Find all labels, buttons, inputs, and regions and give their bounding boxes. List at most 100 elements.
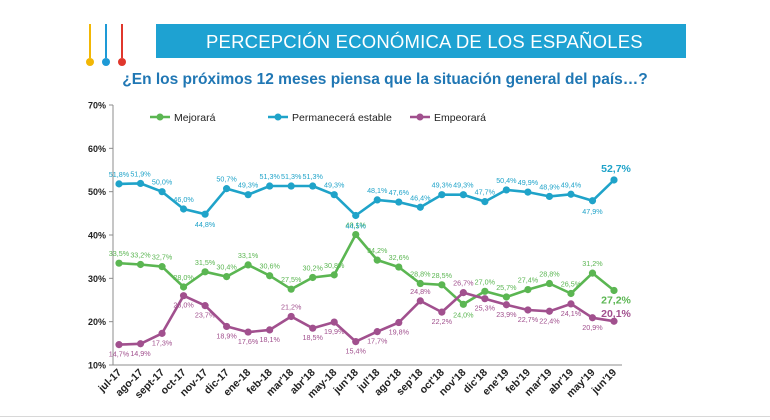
data-point bbox=[158, 263, 166, 271]
data-label: 30,8% bbox=[324, 261, 345, 270]
data-label: 47,9% bbox=[582, 207, 603, 216]
data-label: 24,8% bbox=[410, 287, 431, 296]
data-point bbox=[481, 295, 489, 303]
data-label: 28,5% bbox=[432, 271, 453, 280]
data-label: 33,1% bbox=[238, 251, 259, 260]
data-label: 19,9% bbox=[324, 327, 345, 336]
data-label: 30,6% bbox=[259, 262, 280, 271]
data-label: 30,2% bbox=[303, 263, 324, 272]
data-label: 48,1% bbox=[367, 186, 388, 195]
data-point bbox=[524, 286, 532, 294]
data-label: 49,3% bbox=[324, 181, 345, 190]
data-label: 49,3% bbox=[238, 181, 259, 190]
data-label: 17,7% bbox=[367, 337, 388, 346]
thermometer-yellow-icon bbox=[86, 24, 94, 66]
data-point bbox=[266, 326, 274, 334]
data-label: 23,7% bbox=[195, 311, 216, 320]
data-label: 15,4% bbox=[346, 347, 367, 356]
data-label: 50,4% bbox=[496, 176, 517, 185]
data-point bbox=[545, 192, 554, 201]
data-label: 17,6% bbox=[238, 337, 259, 346]
data-label: 20,9% bbox=[582, 323, 603, 332]
data-label: 49,3% bbox=[453, 181, 474, 190]
y-tick-label: 60% bbox=[88, 144, 106, 154]
data-point bbox=[115, 180, 123, 188]
data-label: 18,5% bbox=[303, 333, 324, 342]
data-label: 26,7% bbox=[453, 279, 474, 288]
y-tick-label: 20% bbox=[88, 317, 106, 327]
data-label: 27,2% bbox=[601, 294, 631, 306]
data-point bbox=[395, 198, 403, 206]
data-label: 51,3% bbox=[303, 172, 324, 181]
data-point bbox=[330, 191, 338, 199]
data-point bbox=[309, 273, 317, 282]
data-label: 25,3% bbox=[475, 304, 496, 313]
y-tick-label: 40% bbox=[88, 231, 106, 241]
data-label: 47,6% bbox=[389, 188, 410, 197]
data-point bbox=[136, 260, 145, 269]
data-label: 52,7% bbox=[601, 163, 631, 175]
data-label: 22,2% bbox=[432, 317, 453, 326]
data-point bbox=[136, 179, 145, 188]
data-label: 32,6% bbox=[389, 253, 410, 262]
data-label: 25,7% bbox=[496, 283, 517, 292]
data-point bbox=[416, 297, 424, 305]
data-point bbox=[395, 263, 403, 271]
data-point bbox=[201, 302, 209, 310]
data-point bbox=[588, 314, 597, 322]
series-line bbox=[118, 179, 615, 217]
data-point bbox=[287, 285, 295, 293]
data-label: 34,2% bbox=[367, 246, 388, 255]
data-label: 28,8% bbox=[539, 270, 560, 279]
data-point bbox=[352, 211, 360, 220]
data-point bbox=[567, 300, 575, 308]
y-tick-label: 30% bbox=[88, 274, 106, 284]
data-point bbox=[416, 279, 424, 288]
data-label: 31,2% bbox=[582, 259, 603, 268]
data-label: 20,1% bbox=[601, 308, 631, 320]
series-line bbox=[118, 233, 615, 306]
legend-marker bbox=[274, 113, 282, 121]
data-label: 27,0% bbox=[475, 277, 496, 286]
data-label: 26,0% bbox=[173, 301, 194, 310]
data-point bbox=[373, 328, 381, 336]
data-label: 17,3% bbox=[152, 338, 173, 347]
data-point bbox=[610, 317, 618, 325]
data-label: 51,3% bbox=[259, 172, 280, 181]
data-point bbox=[567, 289, 575, 298]
data-point bbox=[309, 182, 317, 190]
data-point bbox=[115, 341, 123, 349]
data-point bbox=[287, 312, 295, 321]
data-point bbox=[502, 301, 510, 309]
data-point bbox=[266, 272, 274, 280]
y-tick-label: 50% bbox=[88, 187, 106, 197]
data-point bbox=[179, 283, 188, 291]
data-point bbox=[459, 300, 467, 308]
data-label: 51,8% bbox=[109, 170, 130, 179]
data-point bbox=[438, 281, 446, 289]
data-point bbox=[481, 287, 489, 295]
bottom-divider bbox=[0, 416, 770, 417]
data-label: 14,9% bbox=[130, 349, 151, 358]
data-label: 50,0% bbox=[152, 178, 173, 187]
data-point bbox=[438, 191, 446, 199]
data-label: 24,1% bbox=[561, 309, 582, 318]
data-label: 31,5% bbox=[195, 258, 216, 267]
data-point bbox=[588, 197, 597, 205]
data-label: 26,5% bbox=[561, 280, 582, 289]
data-point bbox=[502, 186, 510, 194]
data-point bbox=[545, 279, 554, 288]
data-label: 51,9% bbox=[130, 169, 151, 178]
data-label: 51,3% bbox=[281, 172, 302, 181]
data-label: 30,4% bbox=[216, 263, 237, 272]
data-point bbox=[610, 176, 618, 184]
data-point bbox=[158, 329, 166, 337]
data-label: 49,9% bbox=[518, 178, 539, 187]
data-point bbox=[481, 198, 489, 206]
data-point bbox=[395, 318, 403, 327]
data-label: 46,4% bbox=[410, 193, 431, 202]
data-point bbox=[588, 269, 597, 277]
data-point bbox=[179, 205, 188, 213]
data-point bbox=[115, 259, 123, 267]
